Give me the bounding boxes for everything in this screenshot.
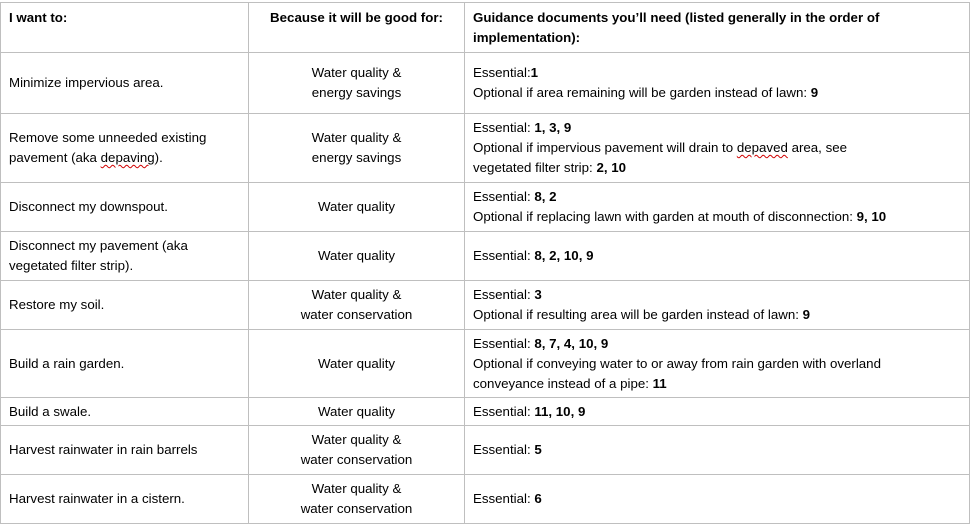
want-cell: Remove some unneeded existing pavement (… — [0, 113, 249, 183]
benefit-cell: Water quality & energy savings — [248, 113, 465, 183]
table-row: Harvest rainwater in rain barrels Water … — [0, 425, 970, 475]
table-row: Build a swale. Water quality Essential: … — [0, 397, 970, 426]
table-row: Harvest rainwater in a cistern. Water qu… — [0, 474, 970, 524]
guidance-cell: Essential: 8, 2 Optional if replacing la… — [464, 182, 970, 232]
benefit-cell: Water quality — [248, 329, 465, 398]
want-cell: Build a swale. — [0, 397, 249, 426]
want-cell: Harvest rainwater in rain barrels — [0, 425, 249, 475]
guidance-cell: Essential: 5 — [464, 425, 970, 475]
benefit-cell: Water quality & water conservation — [248, 474, 465, 524]
guidance-cell: Essential: 3 Optional if resulting area … — [464, 280, 970, 330]
want-cell: Disconnect my downspout. — [0, 182, 249, 232]
benefit-cell: Water quality & water conservation — [248, 280, 465, 330]
benefit-cell: Water quality — [248, 231, 465, 281]
table-row: Build a rain garden. Water quality Essen… — [0, 329, 970, 398]
guidance-cell: Essential:1 Optional if area remaining w… — [464, 52, 970, 114]
guidance-cell: Essential: 11, 10, 9 — [464, 397, 970, 426]
guidance-cell: Essential: 6 — [464, 474, 970, 524]
table-row: Remove some unneeded existing pavement (… — [0, 113, 970, 183]
guidance-cell: Essential: 8, 7, 4, 10, 9 Optional if co… — [464, 329, 970, 398]
header-good-for: Because it will be good for: — [248, 2, 465, 53]
want-cell: Harvest rainwater in a cistern. — [0, 474, 249, 524]
table-row: Disconnect my downspout. Water quality E… — [0, 182, 970, 232]
table-row: Disconnect my pavement (aka vegetated fi… — [0, 231, 970, 281]
table-row: Restore my soil. Water quality & water c… — [0, 280, 970, 330]
header-i-want-to: I want to: — [0, 2, 249, 53]
want-cell: Build a rain garden. — [0, 329, 249, 398]
header-guidance-documents: Guidance documents you’ll need (listed g… — [464, 2, 970, 53]
header-row: I want to: Because it will be good for: … — [0, 2, 970, 53]
guidance-cell: Essential: 8, 2, 10, 9 — [464, 231, 970, 281]
guidance-cell: Essential: 1, 3, 9 Optional if imperviou… — [464, 113, 970, 183]
want-cell: Restore my soil. — [0, 280, 249, 330]
benefit-cell: Water quality — [248, 397, 465, 426]
benefit-cell: Water quality & water conservation — [248, 425, 465, 475]
table-row: Minimize impervious area. Water quality … — [0, 52, 970, 114]
benefit-cell: Water quality & energy savings — [248, 52, 465, 114]
want-cell: Minimize impervious area. — [0, 52, 249, 114]
want-cell: Disconnect my pavement (aka vegetated fi… — [0, 231, 249, 281]
benefit-cell: Water quality — [248, 182, 465, 232]
